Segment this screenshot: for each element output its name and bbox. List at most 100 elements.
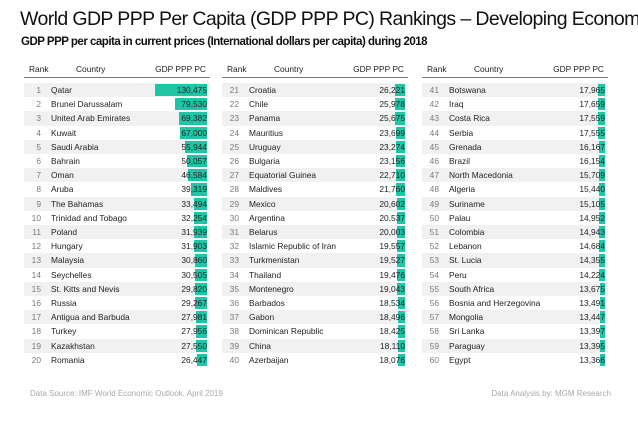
rank-cell: 47 [429, 170, 439, 181]
country-cell: Brazil [449, 156, 470, 166]
country-cell: Saudi Arabia [51, 141, 99, 152]
gdp-bar [397, 297, 405, 310]
gdp-header: GDP PPP PC [353, 64, 404, 74]
table-row: 43 Costa Rica 17,559 [422, 111, 608, 126]
table-row: 24 Mauritius 23,699 [222, 126, 408, 140]
gdp-value-cell: 15,105 [579, 198, 605, 209]
rank-cell: 8 [36, 184, 41, 195]
gdp-bar [396, 211, 405, 224]
table-row: 53 St. Lucia 14,355 [422, 253, 608, 268]
table-row: 33 Turkmenistan 19,527 [222, 253, 408, 268]
country-cell: St. Lucia [449, 255, 482, 266]
gdp-value-cell: 13,395 [579, 340, 605, 351]
rank-cell: 51 [429, 227, 439, 237]
rank-cell: 49 [429, 198, 439, 209]
rank-cell: 37 [229, 312, 239, 323]
gdp-value-cell: 130,475 [176, 85, 207, 95]
gdp-value-cell: 30,860 [181, 255, 207, 266]
gdp-value-cell: 32,254 [181, 212, 207, 223]
country-cell: Bosnia and Herzegovina [449, 298, 541, 308]
gdp-bar [180, 126, 207, 139]
gdp-bar [194, 240, 207, 253]
rank-cell: 43 [429, 113, 439, 124]
gdp-value-cell: 18,076 [379, 354, 405, 365]
table-row: 5 Saudi Arabia 55,944 [24, 139, 210, 154]
country-cell: Mexico [249, 198, 276, 209]
rank-cell: 24 [229, 127, 239, 138]
gdp-value-cell: 13,675 [579, 283, 605, 294]
gdp-value-cell: 18,534 [379, 298, 405, 308]
gdp-value-cell: 29,267 [181, 298, 207, 308]
gdp-bar [599, 254, 605, 267]
gdp-bar [396, 197, 405, 210]
table-row: 7 Oman 46,584 [24, 168, 210, 183]
rank-cell: 33 [229, 255, 239, 266]
gdp-value-cell: 23,699 [379, 127, 405, 138]
country-cell: Dominican Republic [249, 326, 324, 337]
country-cell: Trinidad and Tobago [51, 212, 127, 223]
header-divider [222, 77, 408, 78]
table-row: 42 Iraq 17,659 [422, 97, 608, 111]
gdp-bar [599, 325, 605, 338]
country-header: Country [474, 64, 504, 74]
table-row: 14 Seychelles 30,505 [24, 268, 210, 282]
table-row: 54 Peru 14,224 [422, 268, 608, 282]
table-row: 36 Barbados 18,534 [222, 296, 408, 310]
table-row: 31 Belarus 20,003 [222, 225, 408, 240]
table-row: 60 Egypt 13,366 [422, 353, 608, 367]
table-row: 49 Suriname 15,105 [422, 196, 608, 211]
table-row: 22 Chile 25,978 [222, 97, 408, 111]
gdp-value-cell: 14,684 [579, 241, 605, 252]
country-cell: Hungary [51, 241, 83, 252]
country-cell: Mongolia [449, 312, 483, 323]
rank-cell: 53 [429, 255, 439, 266]
gdp-value-cell: 19,527 [379, 255, 405, 266]
country-cell: Chile [249, 99, 269, 110]
country-cell: Lebanon [449, 241, 482, 252]
gdp-value-cell: 18,496 [379, 312, 405, 323]
gdp-bar [175, 98, 207, 111]
rank-cell: 11 [32, 227, 41, 237]
table-row: 19 Kazakhstan 27,550 [24, 338, 210, 353]
table-row: 46 Brazil 16,154 [422, 154, 608, 168]
rank-cell: 5 [36, 141, 41, 152]
gdp-value-cell: 17,559 [579, 113, 605, 124]
gdp-bar [394, 98, 405, 111]
country-cell: Iraq [449, 99, 464, 110]
gdp-bar [395, 140, 405, 153]
country-cell: Montenegro [249, 283, 294, 294]
table-row: 25 Uruguay 23,274 [222, 139, 408, 154]
country-cell: Equatorial Guinea [249, 170, 317, 181]
gdp-bar [188, 169, 207, 182]
rank-cell: 60 [429, 354, 439, 365]
gdp-bar [599, 226, 605, 239]
gdp-value-cell: 13,491 [579, 298, 605, 308]
rank-cell: 4 [36, 127, 41, 138]
country-cell: South Africa [449, 283, 495, 294]
gdp-bar [599, 240, 605, 253]
rank-cell: 45 [429, 141, 439, 152]
table-row: 10 Trinidad and Tobago 32,254 [24, 211, 210, 225]
gdp-value-cell: 50,057 [181, 156, 207, 166]
country-cell: Argentina [249, 212, 285, 223]
gdp-bar [196, 353, 207, 366]
country-cell: Suriname [449, 198, 485, 209]
country-cell: Belarus [249, 227, 278, 237]
country-cell: Costa Rica [449, 113, 490, 124]
gdp-bar [155, 84, 207, 97]
country-header: Country [76, 64, 106, 74]
gdp-bar [397, 353, 405, 366]
gdp-bar [394, 84, 405, 97]
country-cell: Poland [51, 227, 78, 237]
gdp-value-cell: 69,382 [181, 113, 207, 124]
country-cell: Bahrain [51, 156, 80, 166]
country-cell: Maldives [249, 184, 283, 195]
gdp-value-cell: 19,476 [379, 269, 405, 280]
gdp-value-cell: 16,167 [579, 141, 605, 152]
country-cell: Seychelles [51, 269, 92, 280]
rank-cell: 54 [429, 269, 439, 280]
gdp-value-cell: 26,447 [181, 354, 207, 365]
gdp-value-cell: 30,505 [181, 269, 207, 280]
gdp-bar [195, 311, 207, 324]
rank-cell: 21 [229, 85, 239, 95]
